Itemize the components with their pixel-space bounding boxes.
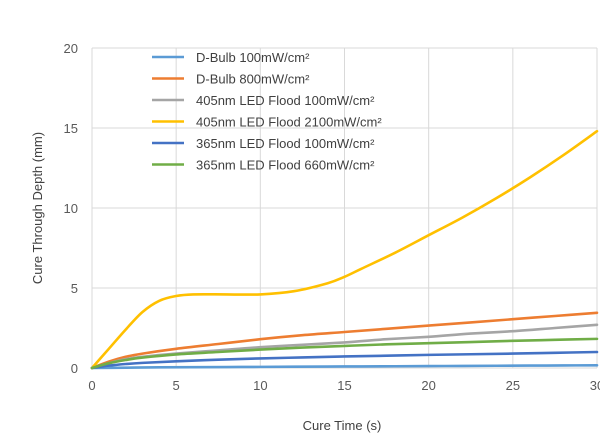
- legend-label-1: D-Bulb 800mW/cm²: [196, 72, 310, 87]
- x-tick-label: 5: [173, 378, 180, 393]
- x-tick-label: 0: [88, 378, 95, 393]
- y-tick-label: 0: [71, 361, 78, 376]
- gridlines: [91, 47, 598, 369]
- x-axis-ticks: 0 5 10 15 20 25 30: [88, 378, 600, 393]
- legend-label-5: 365nm LED Flood 660mW/cm²: [196, 158, 375, 173]
- y-axis-ticks: 0 5 10 15 20: [64, 41, 78, 376]
- y-tick-label: 5: [71, 281, 78, 296]
- series-line-3: [90, 129, 599, 370]
- y-tick-label: 10: [64, 201, 78, 216]
- x-tick-label: 10: [253, 378, 267, 393]
- y-axis-title: Cure Through Depth (mm): [30, 132, 45, 284]
- legend-label-4: 365nm LED Flood 100mW/cm²: [196, 136, 375, 151]
- x-tick-label: 20: [421, 378, 435, 393]
- legend-label-2: 405nm LED Flood 100mW/cm²: [196, 93, 375, 108]
- series-line-4: [90, 350, 599, 370]
- series-line-1: [90, 311, 599, 370]
- series-line-5: [90, 337, 599, 370]
- x-axis-title: Cure Time (s): [303, 418, 382, 433]
- legend-label-0: D-Bulb 100mW/cm²: [196, 50, 310, 65]
- x-tick-label: 30: [590, 378, 600, 393]
- y-tick-label: 20: [64, 41, 78, 56]
- legend-label-3: 405nm LED Flood 2100mW/cm²: [196, 115, 382, 130]
- y-tick-label: 15: [64, 121, 78, 136]
- plot-series: [90, 129, 599, 370]
- x-tick-label: 15: [337, 378, 351, 393]
- legend: D-Bulb 100mW/cm² D-Bulb 800mW/cm² 405nm LE…: [152, 50, 382, 173]
- series-line-0: [90, 363, 599, 370]
- x-tick-label: 25: [506, 378, 520, 393]
